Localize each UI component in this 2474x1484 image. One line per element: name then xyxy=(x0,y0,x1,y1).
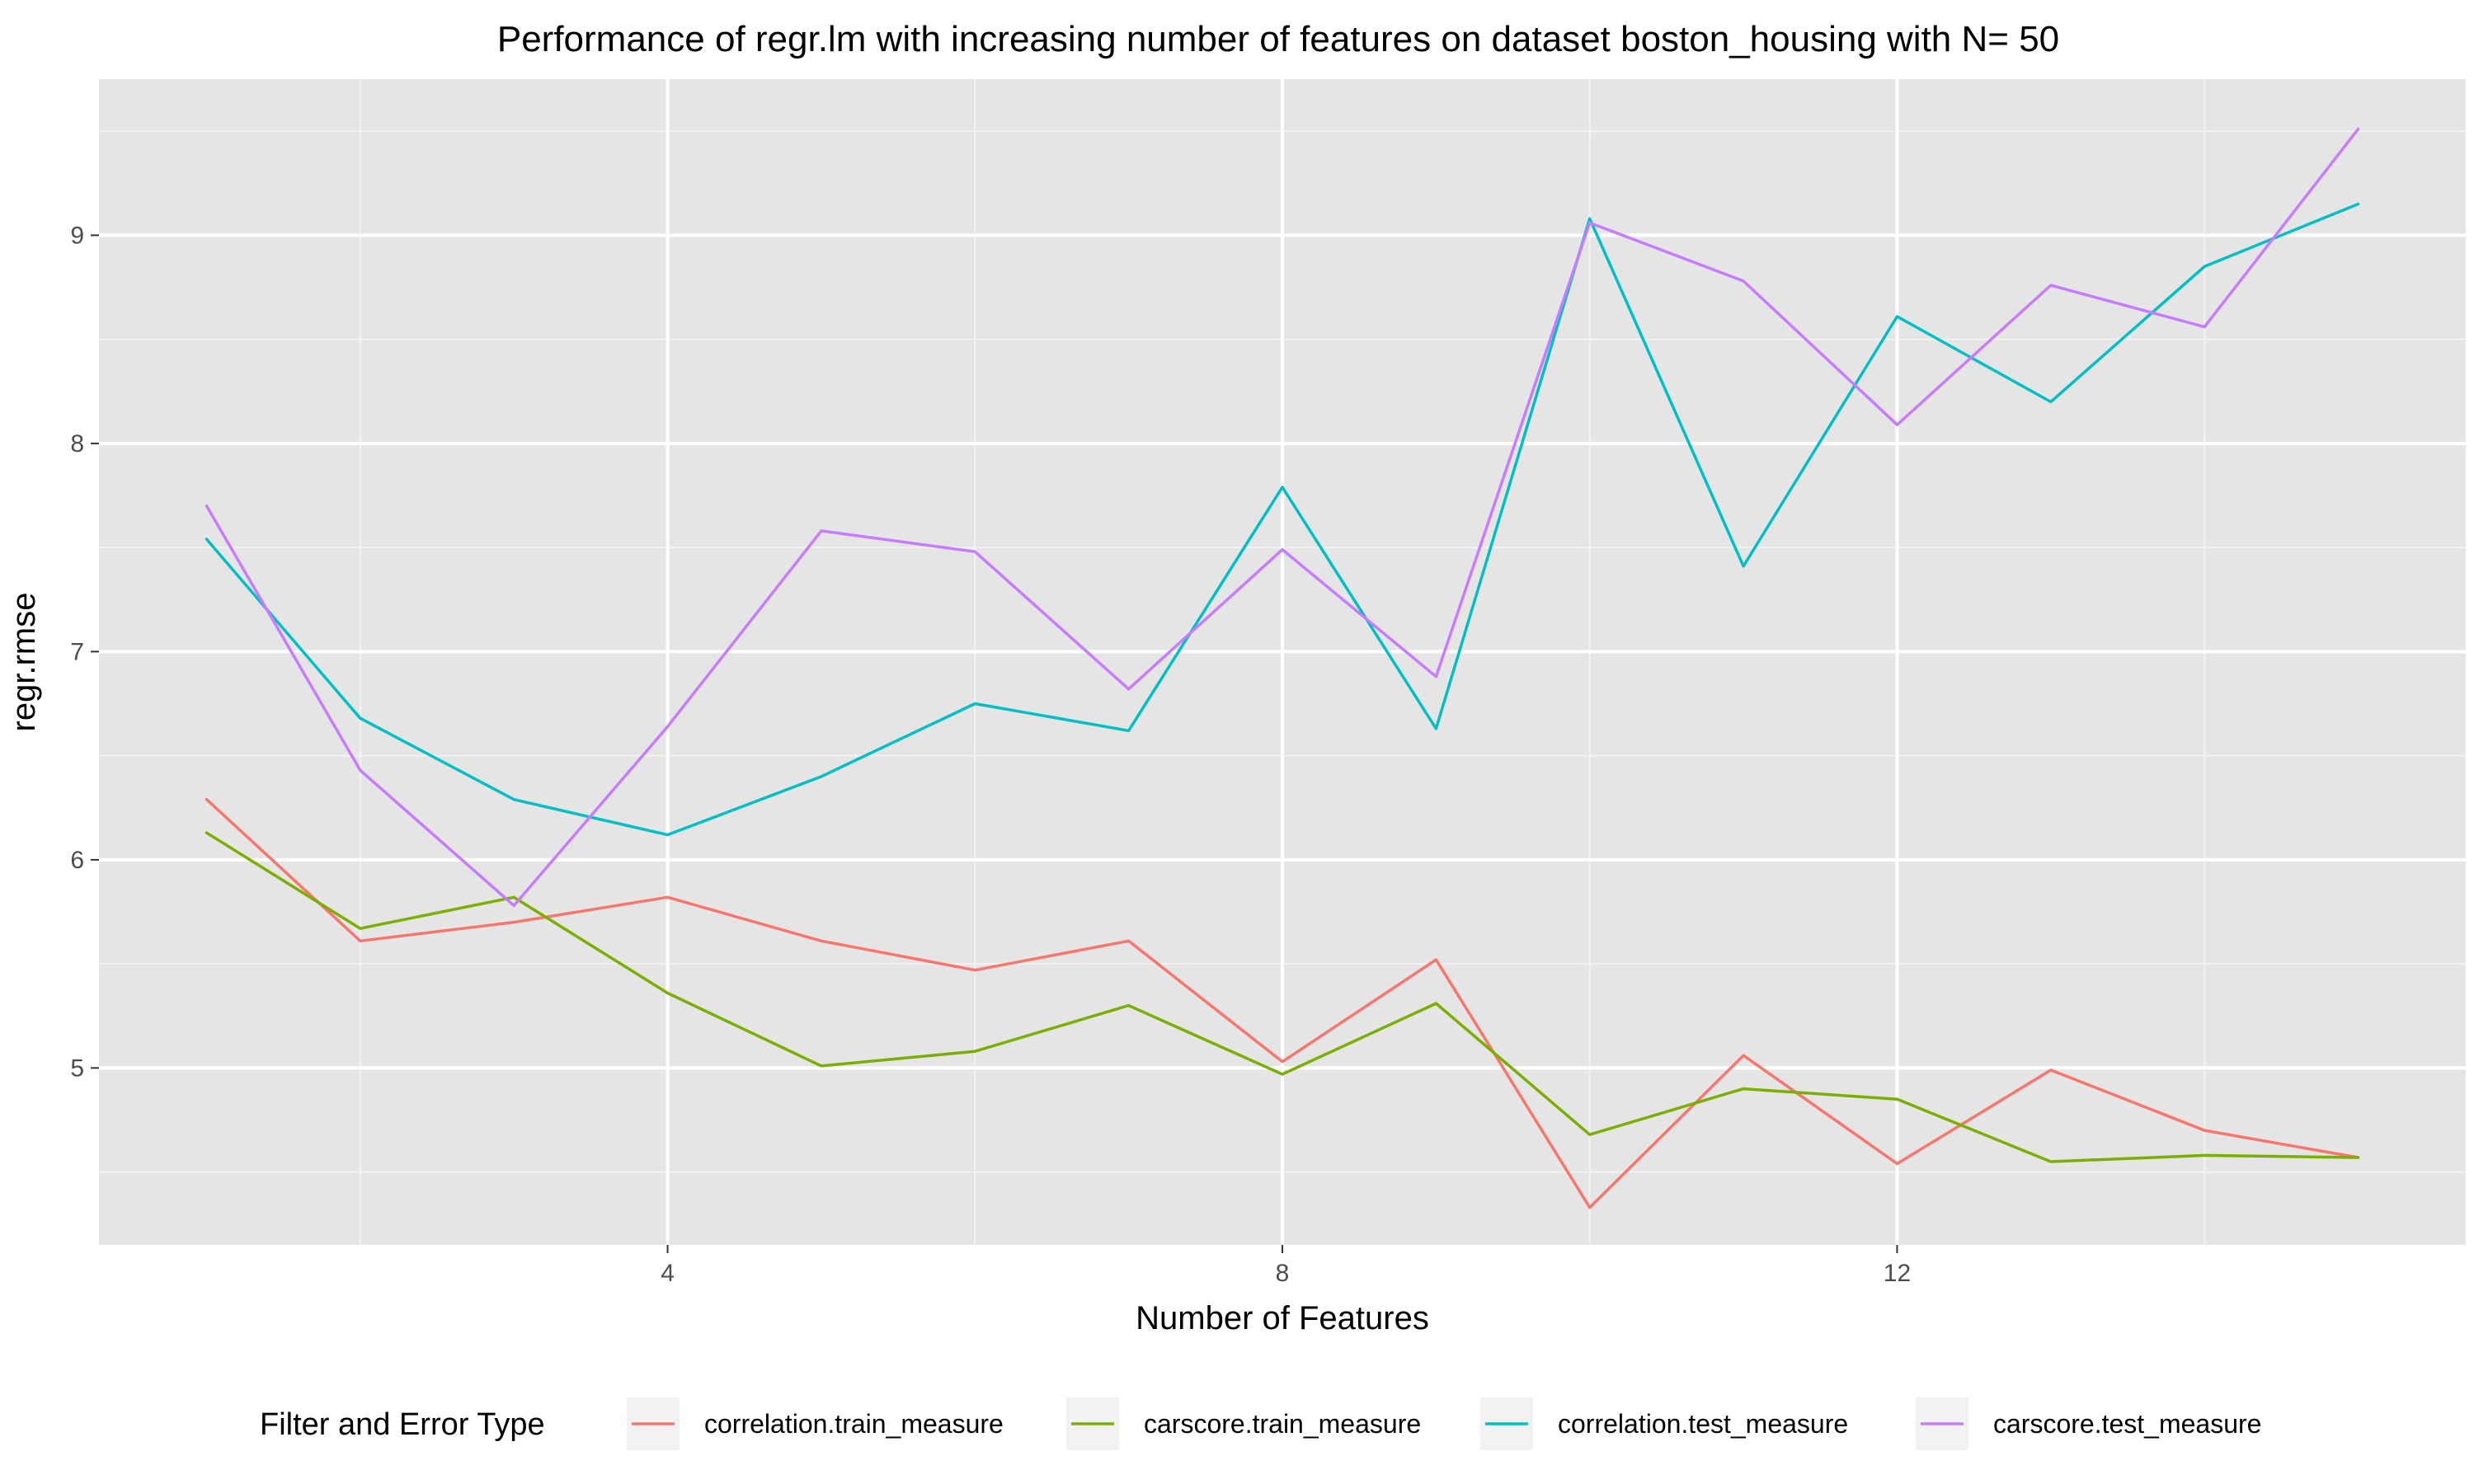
series-line-carscore-train-measure xyxy=(205,831,2360,1163)
legend-label-correlation-test-measure: correlation.test_measure xyxy=(1558,1409,1848,1439)
legend-title: Filter and Error Type xyxy=(260,1407,545,1442)
x-axis-title: Number of Features xyxy=(1136,1300,1429,1336)
y-tick-label: 5 xyxy=(70,1054,84,1082)
legend-label-carscore-train-measure: carscore.train_measure xyxy=(1144,1409,1421,1439)
x-tick-label: 4 xyxy=(661,1260,675,1287)
y-axis-title: regr.rmse xyxy=(6,593,42,732)
y-axis-ticks: 5 6 7 8 9 xyxy=(70,222,99,1082)
grid-major xyxy=(99,79,2466,1245)
series-line-correlation-train-measure xyxy=(205,797,2360,1209)
x-axis-ticks: 4 8 12 xyxy=(661,1245,1911,1287)
legend: Filter and Error Type correlation.train_… xyxy=(260,1397,2261,1450)
y-tick-label: 8 xyxy=(70,430,84,458)
y-tick-label: 7 xyxy=(70,638,84,665)
chart-title: Performance of regr.lm with increasing n… xyxy=(497,19,2059,59)
legend-label-correlation-train-measure: correlation.train_measure xyxy=(704,1409,1004,1439)
x-tick-label: 8 xyxy=(1276,1260,1290,1287)
y-tick-label: 6 xyxy=(70,847,84,874)
x-tick-label: 12 xyxy=(1884,1260,1911,1287)
legend-label-carscore-test-measure: carscore.test_measure xyxy=(1993,1409,2261,1439)
y-tick-label: 9 xyxy=(70,222,84,249)
series-line-carscore-test-measure xyxy=(205,127,2360,908)
series-lines xyxy=(205,127,2360,1209)
series-line-correlation-test-measure xyxy=(205,202,2360,837)
